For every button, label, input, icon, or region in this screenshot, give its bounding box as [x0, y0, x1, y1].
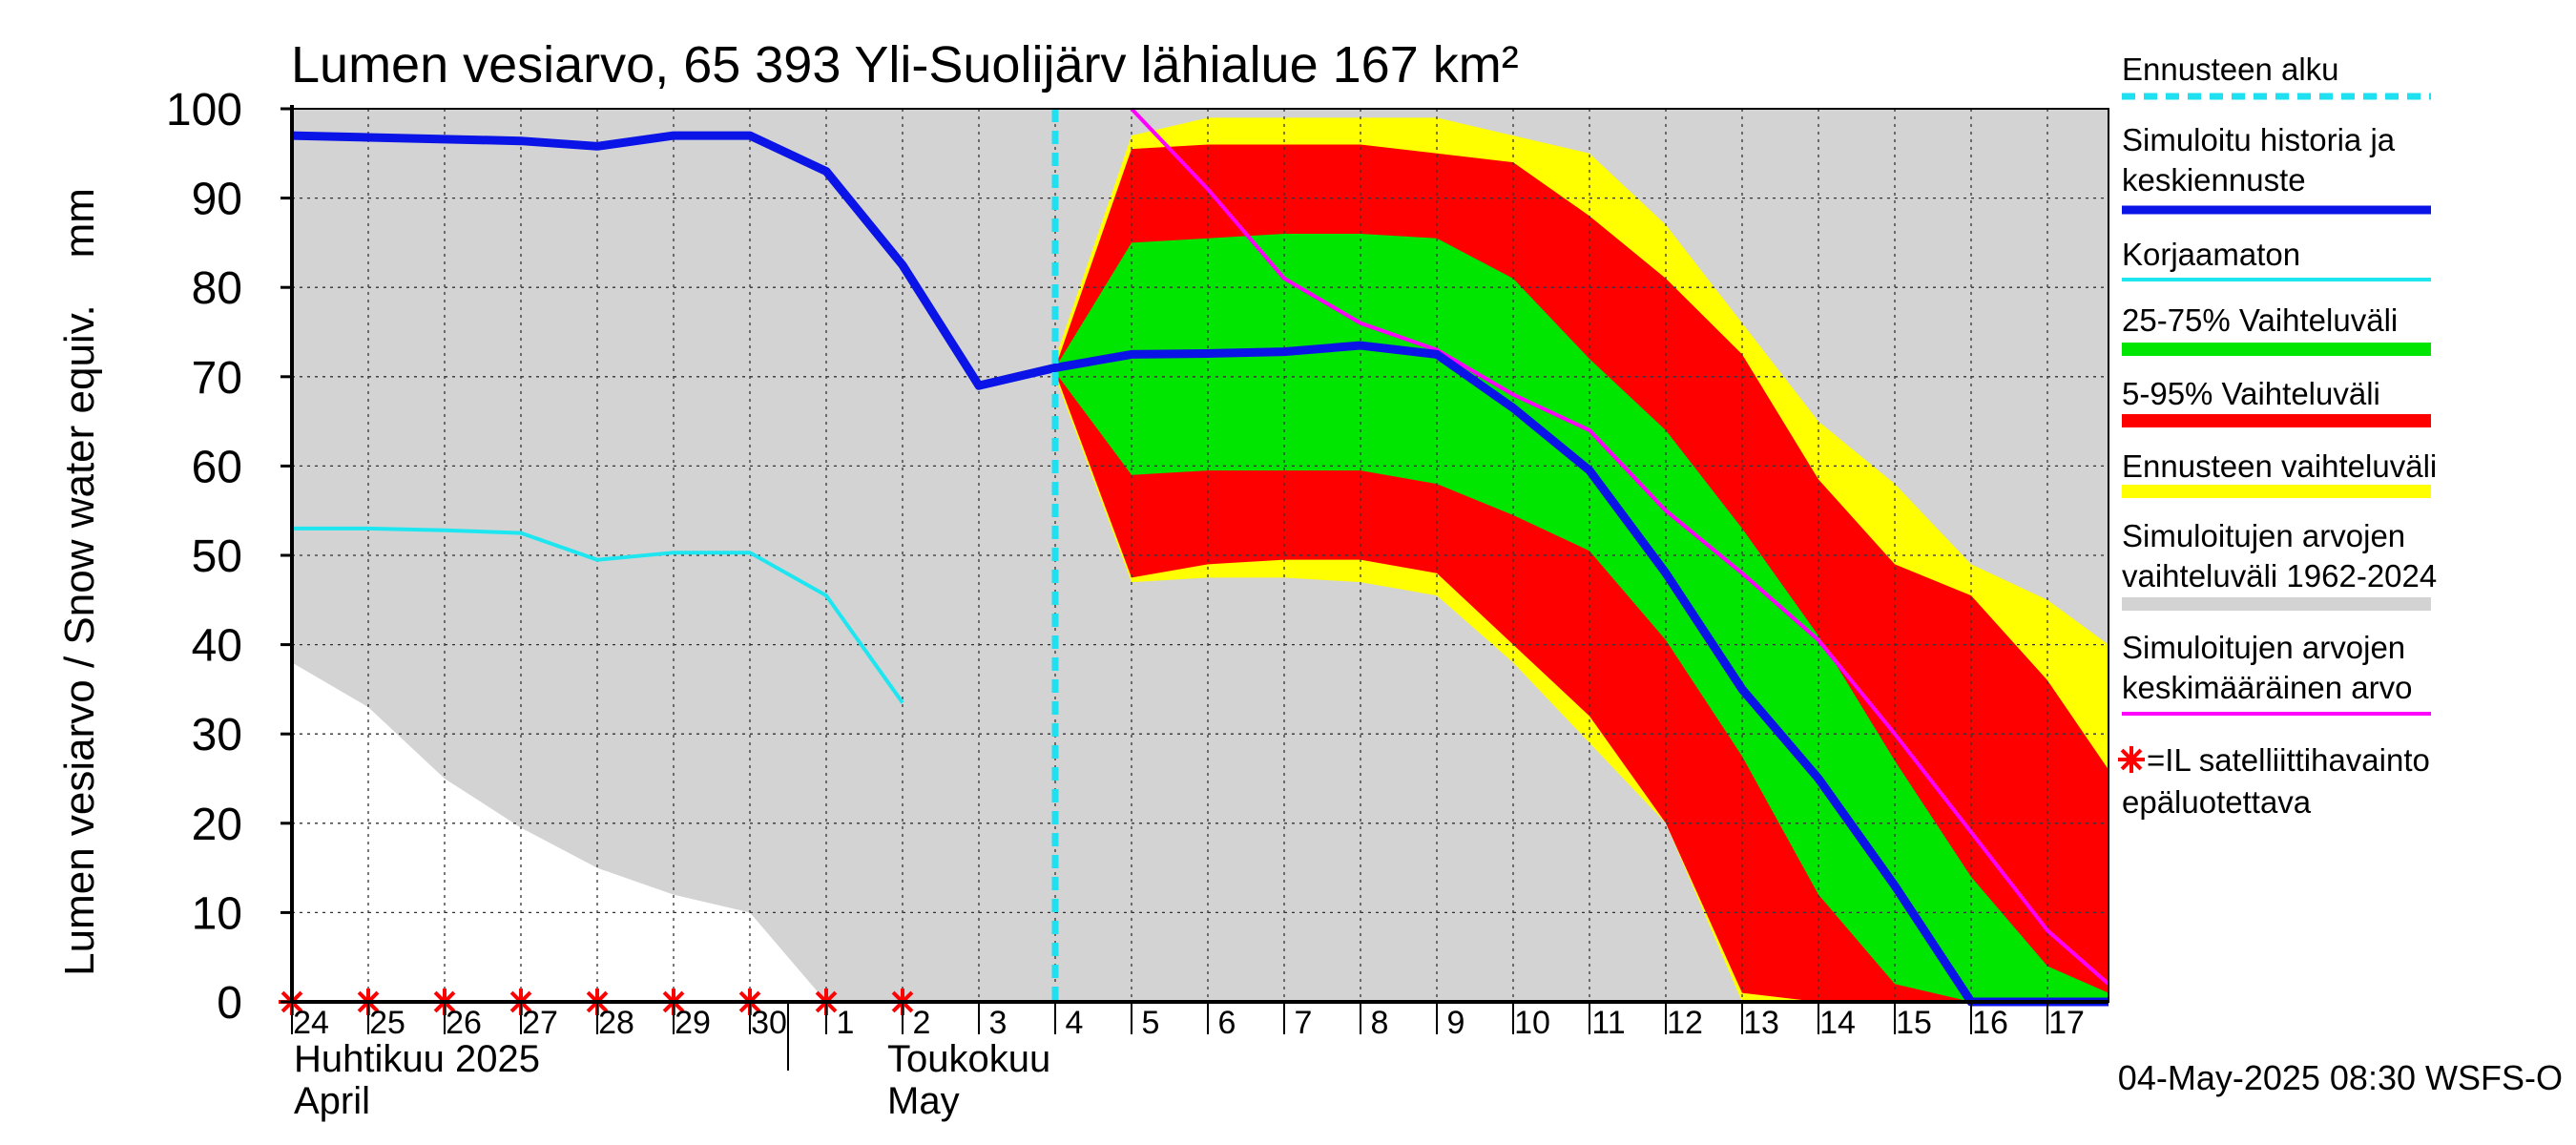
legend-label: Ennusteen vaihteluväli	[2122, 448, 2437, 484]
x-tick-label: 2	[913, 1005, 931, 1041]
legend-item: Ennusteen alku	[2122, 52, 2431, 100]
grid	[292, 109, 2109, 1002]
y-tick-label: 100	[166, 85, 242, 135]
legend-label: keskimääräinen arvo	[2122, 670, 2412, 705]
x-tick-label: 11	[1591, 1005, 1625, 1041]
legend-item: Simuloitu historia ja keskiennuste	[2122, 122, 2431, 215]
month-label-en: May	[887, 1080, 960, 1122]
x-tick-label: 3	[989, 1005, 1008, 1041]
y-tick-label: 70	[192, 353, 242, 404]
x-tick-label: 12	[1667, 1005, 1703, 1041]
x-tick-label: 14	[1819, 1005, 1856, 1041]
y-tick-label: 40	[192, 621, 242, 672]
legend-label: =IL satelliittihavainto	[2147, 742, 2430, 778]
x-tick-label: 24	[293, 1005, 329, 1041]
x-tick-label: 8	[1371, 1005, 1389, 1041]
x-tick-label: 27	[522, 1005, 558, 1041]
x-tick-label: 29	[675, 1005, 711, 1041]
month-label-en: April	[294, 1080, 370, 1122]
legend-label: 25-75% Vaihteluväli	[2122, 302, 2398, 338]
legend-label: 5-95% Vaihteluväli	[2122, 376, 2380, 411]
month-label-fi: Huhtikuu 2025	[294, 1038, 540, 1080]
legend-label: keskiennuste	[2122, 162, 2306, 198]
uncorrected-line	[292, 526, 904, 704]
star-stroke	[2120, 748, 2143, 771]
legend-item: 25-75% Vaihteluväli	[2122, 302, 2431, 356]
y-tick-label: 0	[217, 978, 242, 1029]
y-tick-label: 90	[192, 175, 242, 225]
x-tick-label: 25	[369, 1005, 405, 1041]
x-tick-label: 26	[446, 1005, 482, 1041]
legend-item: Ennusteen vaihteluväli	[2122, 448, 2437, 498]
x-tick-label: 6	[1218, 1005, 1236, 1041]
legend-label: Simuloitujen arvojen	[2122, 630, 2405, 665]
y-tick-label: 10	[192, 888, 242, 939]
legend-item: =IL satelliittihavainto epäluotettava	[2118, 742, 2430, 820]
series-lines	[279, 107, 2110, 1015]
x-tick-label: 10	[1514, 1005, 1550, 1041]
x-tick-label: 13	[1743, 1005, 1779, 1041]
legend-label: epäluotettava	[2122, 784, 2312, 820]
y-axis-label: Lumen vesiarvo / Snow water equiv. mm	[56, 188, 103, 976]
x-tick-label: 4	[1066, 1005, 1084, 1041]
x-tick-label: 7	[1295, 1005, 1313, 1041]
x-tick-label: 1	[837, 1005, 855, 1041]
x-tick-label: 15	[1896, 1005, 1932, 1041]
chart-title: Lumen vesiarvo, 65 393 Yli-Suolijärv läh…	[291, 36, 1519, 94]
x-tick-label: 5	[1142, 1005, 1160, 1041]
legend-item: Korjaamaton	[2122, 237, 2431, 281]
x-tick-label: 16	[1972, 1005, 2008, 1041]
y-tick-label: 30	[192, 710, 242, 760]
month-label-fi: Toukokuu	[887, 1038, 1050, 1080]
footer-timestamp: 04-May-2025 08:30 WSFS-O	[2118, 1058, 2563, 1097]
mean-simulated-line	[1130, 107, 2110, 986]
legend-label: Simuloitu historia ja	[2122, 122, 2396, 157]
x-tick-label: 9	[1447, 1005, 1465, 1041]
legend-label: Korjaamaton	[2122, 237, 2300, 272]
simulated-history-line	[291, 131, 2109, 1007]
legend-label: Simuloitujen arvojen	[2122, 518, 2405, 553]
legend-item: Simuloitujen arvojen vaihteluväli 1962-20…	[2122, 518, 2437, 611]
legend-label: Ennusteen alku	[2122, 52, 2339, 87]
legend-item: 5-95% Vaihteluväli	[2122, 376, 2431, 427]
y-tick-label: 20	[192, 800, 242, 850]
x-tick-label: 28	[598, 1005, 634, 1041]
legend-item: Simuloitujen arvojen keskimääräinen arvo	[2122, 630, 2431, 716]
x-tick-label: 17	[2048, 1005, 2085, 1041]
y-tick-label: 60	[192, 442, 242, 492]
legend-star-icon	[2118, 746, 2145, 773]
x-tick-label: 30	[751, 1005, 787, 1041]
y-tick-label: 80	[192, 263, 242, 314]
legend: Ennusteen alku Simuloitu historia ja keski…	[2118, 52, 2437, 820]
legend-label: vaihteluväli 1962-2024	[2122, 558, 2437, 593]
y-tick-label: 50	[192, 531, 242, 582]
